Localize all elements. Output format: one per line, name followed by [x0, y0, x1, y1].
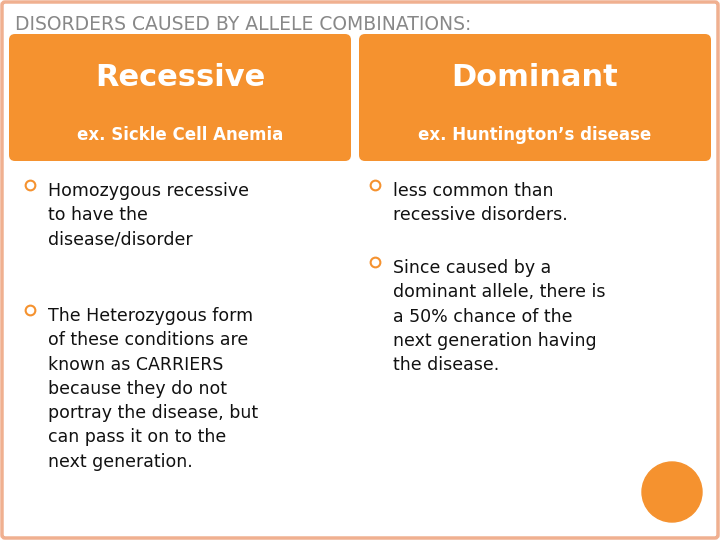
- FancyBboxPatch shape: [9, 34, 351, 161]
- Text: The Heterozygous form
of these conditions are
known as CARRIERS
because they do : The Heterozygous form of these condition…: [48, 307, 258, 471]
- Circle shape: [642, 462, 702, 522]
- Text: Since caused by a
dominant allele, there is
a 50% chance of the
next generation : Since caused by a dominant allele, there…: [393, 259, 606, 374]
- Text: less common than
recessive disorders.: less common than recessive disorders.: [393, 182, 568, 224]
- Text: Homozygous recessive
to have the
disease/disorder: Homozygous recessive to have the disease…: [48, 182, 249, 248]
- Text: ex. Huntington’s disease: ex. Huntington’s disease: [418, 126, 652, 144]
- Text: DISORDERS CAUSED BY ALLELE COMBINATIONS:: DISORDERS CAUSED BY ALLELE COMBINATIONS:: [15, 15, 472, 34]
- FancyBboxPatch shape: [359, 34, 711, 161]
- Text: ex. Sickle Cell Anemia: ex. Sickle Cell Anemia: [77, 126, 283, 144]
- Text: Dominant: Dominant: [451, 64, 618, 92]
- Text: Recessive: Recessive: [95, 64, 265, 92]
